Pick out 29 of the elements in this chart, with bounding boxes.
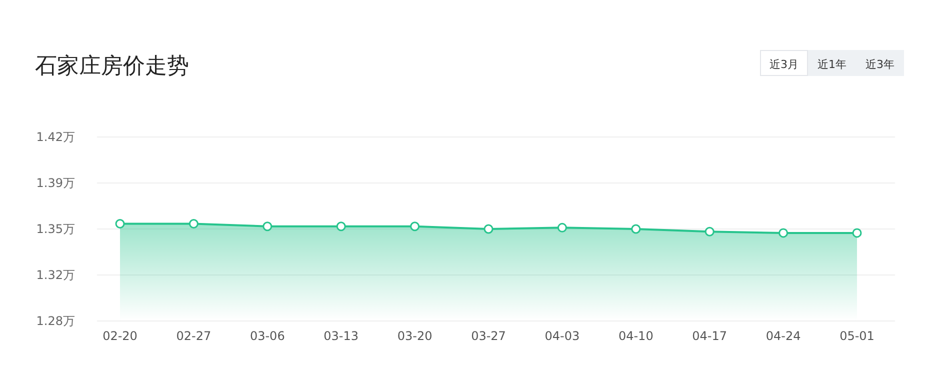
point [115, 218, 125, 228]
y-tick-label: 1.35万 [36, 222, 75, 236]
x-tick-label: 04-10 [618, 329, 654, 343]
point [852, 228, 862, 238]
x-tick-label: 03-06 [250, 329, 285, 343]
point [410, 222, 420, 232]
point [262, 222, 272, 232]
point [188, 218, 198, 228]
point [484, 224, 494, 234]
x-tick-label: 02-27 [176, 329, 212, 343]
y-tick-label: 1.28万 [36, 314, 75, 328]
point [778, 228, 788, 238]
x-tick-label: 04-24 [766, 329, 801, 343]
x-tick-label: 03-13 [324, 329, 359, 343]
x-tick-label: 04-03 [544, 329, 580, 343]
point [336, 222, 346, 232]
point [704, 226, 714, 236]
x-tick-label: 05-01 [840, 329, 874, 343]
y-tick-label: 1.39万 [36, 176, 75, 190]
x-tick-label: 03-27 [471, 329, 506, 343]
chart-title: 石家庄房价走势 [35, 54, 189, 79]
y-tick-label: 1.42万 [36, 130, 75, 144]
range-toggle: 近3月 近1年 近3年 [760, 50, 904, 76]
y-tick-label: 1.32万 [36, 268, 75, 282]
x-tick-label: 02-20 [102, 329, 138, 343]
point [557, 222, 567, 232]
x-tick-label: 04-17 [692, 329, 728, 343]
point [631, 224, 641, 234]
x-tick-label: 03-20 [397, 329, 432, 343]
